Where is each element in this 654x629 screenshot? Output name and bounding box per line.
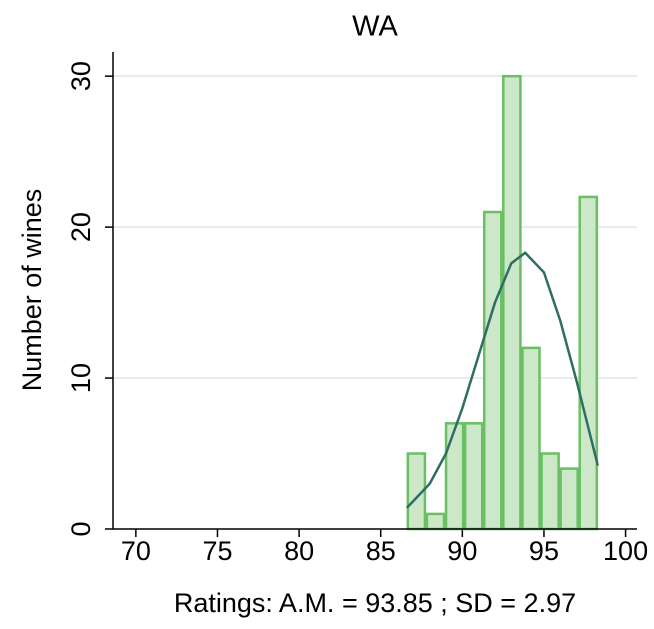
x-tick-label: 90: [447, 536, 477, 566]
x-tick-label: 80: [284, 536, 314, 566]
chart-title: WA: [352, 11, 398, 43]
bar: [578, 195, 599, 531]
bar: [540, 452, 560, 531]
x-tick-label: 75: [202, 536, 232, 566]
bar: [521, 346, 541, 531]
y-tick-label: 30: [66, 61, 96, 91]
y-tick-label: 20: [66, 212, 96, 242]
y-tick-label: 10: [66, 363, 96, 393]
bar: [444, 422, 465, 531]
bar: [463, 422, 484, 531]
x-tick-label: 100: [603, 536, 648, 566]
density-curve: [405, 251, 600, 509]
y-axis-label: Number of wines: [17, 189, 47, 392]
bar: [559, 467, 579, 531]
bar: [425, 512, 446, 531]
bar: [482, 210, 503, 531]
x-tick-label: 70: [121, 536, 151, 566]
x-axis-label: Ratings: A.M. = 93.85 ; SD = 2.97: [174, 588, 576, 618]
x-tick-label: 95: [529, 536, 559, 566]
y-tick-label: 0: [66, 521, 96, 536]
x-tick-label: 85: [366, 536, 396, 566]
bar: [502, 74, 522, 531]
